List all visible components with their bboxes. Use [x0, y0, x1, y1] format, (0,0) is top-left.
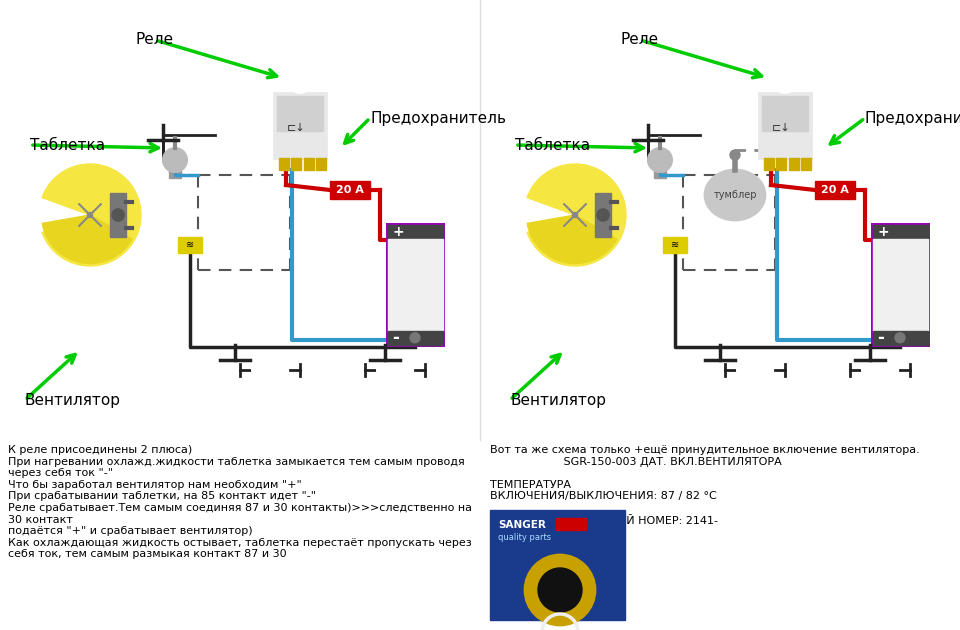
Bar: [279, 158, 289, 169]
Bar: [762, 96, 808, 131]
Text: Предохранитель: Предохранитель: [370, 110, 506, 125]
Circle shape: [773, 69, 797, 93]
Text: ≋: ≋: [671, 240, 679, 250]
Circle shape: [648, 148, 672, 172]
Bar: [815, 181, 855, 199]
Bar: [316, 158, 326, 169]
Bar: [304, 158, 314, 169]
Circle shape: [761, 364, 773, 376]
Bar: [388, 239, 443, 331]
Wedge shape: [42, 215, 132, 263]
Text: -: -: [877, 329, 884, 346]
Text: Предохранитель: Предохранитель: [865, 110, 960, 125]
Bar: [801, 158, 811, 169]
Text: Таблетка: Таблетка: [515, 137, 590, 152]
Bar: [873, 239, 927, 331]
Text: +: +: [393, 225, 404, 239]
Circle shape: [737, 364, 749, 376]
Circle shape: [572, 212, 578, 217]
Circle shape: [525, 555, 595, 625]
Text: Реле: Реле: [621, 33, 660, 47]
Bar: [871, 223, 929, 347]
Bar: [388, 331, 443, 345]
Circle shape: [895, 333, 905, 343]
Bar: [178, 237, 202, 253]
Text: SANGER: SANGER: [498, 520, 546, 530]
Wedge shape: [527, 164, 626, 266]
Text: Реле: Реле: [136, 33, 174, 47]
Bar: [654, 166, 666, 178]
Bar: [169, 166, 181, 178]
Text: К реле присоединены 2 плюса)
При нагревании охлажд.жидкости таблетка замыкается : К реле присоединены 2 плюса) При нагрева…: [8, 445, 472, 559]
Text: тумблер: тумблер: [713, 190, 756, 200]
Circle shape: [87, 212, 92, 217]
Text: ⊏↓: ⊏↓: [772, 123, 790, 133]
Wedge shape: [527, 215, 617, 263]
Bar: [663, 237, 687, 253]
Bar: [759, 93, 811, 158]
Bar: [386, 223, 444, 347]
Bar: [776, 158, 786, 169]
Circle shape: [410, 333, 420, 343]
Text: ⊏↓: ⊏↓: [287, 123, 305, 133]
Text: -: -: [393, 329, 399, 346]
Ellipse shape: [705, 170, 765, 220]
Bar: [490, 510, 625, 620]
Circle shape: [112, 209, 124, 221]
Bar: [274, 93, 326, 158]
Text: Вентилятор: Вентилятор: [25, 392, 121, 408]
Wedge shape: [42, 164, 141, 266]
Bar: [556, 518, 586, 530]
Bar: [764, 158, 774, 169]
Bar: [330, 181, 370, 199]
Circle shape: [538, 568, 582, 612]
Bar: [873, 225, 927, 239]
Circle shape: [288, 69, 312, 93]
Bar: [789, 158, 799, 169]
Bar: [594, 193, 612, 237]
Bar: [277, 96, 323, 131]
Text: ≋: ≋: [186, 240, 194, 250]
Circle shape: [276, 364, 288, 376]
Text: 20 А: 20 А: [336, 185, 364, 195]
Bar: [291, 158, 301, 169]
Text: Таблетка: Таблетка: [30, 137, 106, 152]
Text: Вот та же схема только +ещё принудительное включение вентилятора.
              : Вот та же схема только +ещё принудительн…: [490, 445, 920, 537]
Bar: [109, 193, 127, 237]
Bar: [388, 225, 443, 239]
Circle shape: [730, 150, 740, 160]
Text: 20 А: 20 А: [821, 185, 849, 195]
Circle shape: [862, 364, 874, 376]
Circle shape: [252, 364, 264, 376]
Text: quality parts: quality parts: [498, 533, 551, 542]
Circle shape: [597, 209, 610, 221]
Text: Вентилятор: Вентилятор: [510, 392, 606, 408]
Circle shape: [886, 364, 898, 376]
Circle shape: [163, 148, 187, 172]
Circle shape: [377, 364, 389, 376]
Circle shape: [401, 364, 413, 376]
Text: +: +: [877, 225, 889, 239]
Bar: [873, 331, 927, 345]
